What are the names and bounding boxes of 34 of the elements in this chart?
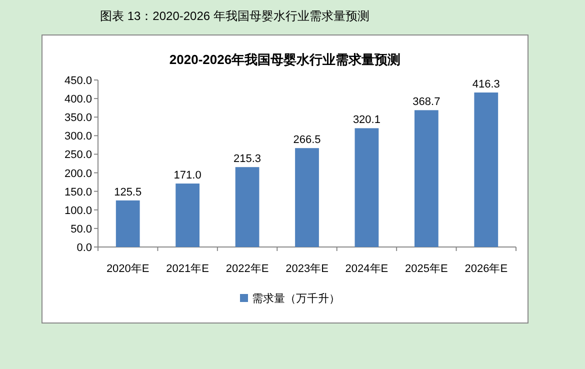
y-tick-label: 250.0 (64, 149, 92, 162)
y-tick-label: 400.0 (64, 94, 92, 106)
bar (235, 167, 260, 247)
bar (176, 184, 200, 247)
data-label: 266.5 (293, 134, 321, 146)
data-label: 320.1 (352, 114, 380, 126)
data-label: 171.0 (174, 170, 202, 182)
bar (414, 110, 438, 247)
chart-title: 2020-2026年我国母婴水行业需求量预测 (169, 52, 401, 67)
y-tick-label: 150.0 (64, 186, 92, 198)
x-tick-label: 2025年E (405, 263, 448, 275)
y-tick-label: 50.0 (70, 223, 92, 236)
x-tick-label: 2022年E (226, 263, 269, 275)
x-tick-label: 2021年E (166, 263, 209, 275)
data-label: 416.3 (472, 78, 500, 91)
data-label: 368.7 (412, 96, 440, 108)
legend-label: 需求量（万千升） (252, 292, 340, 305)
y-tick-label: 100.0 (64, 204, 92, 217)
y-tick-label: 450.0 (64, 75, 92, 87)
x-tick-label: 2023年E (286, 263, 328, 275)
data-label: 215.3 (234, 153, 262, 166)
data-label: 125.5 (114, 186, 142, 198)
text: 图表 13：2020-2026 年我国母婴水行业需求量预测 (100, 9, 370, 23)
x-tick-label: 2020年E (106, 263, 150, 275)
y-tick-label: 200.0 (64, 168, 92, 180)
y-tick-label: 350.0 (64, 112, 92, 124)
y-tick-label: 0.0 (76, 242, 92, 254)
x-tick-label: 2026年E (464, 263, 508, 275)
y-tick-label: 300.0 (64, 130, 92, 143)
bar (116, 200, 140, 247)
bar (354, 128, 379, 247)
bar (474, 92, 498, 247)
bar (295, 148, 319, 247)
x-tick-label: 2024年E (345, 263, 388, 275)
